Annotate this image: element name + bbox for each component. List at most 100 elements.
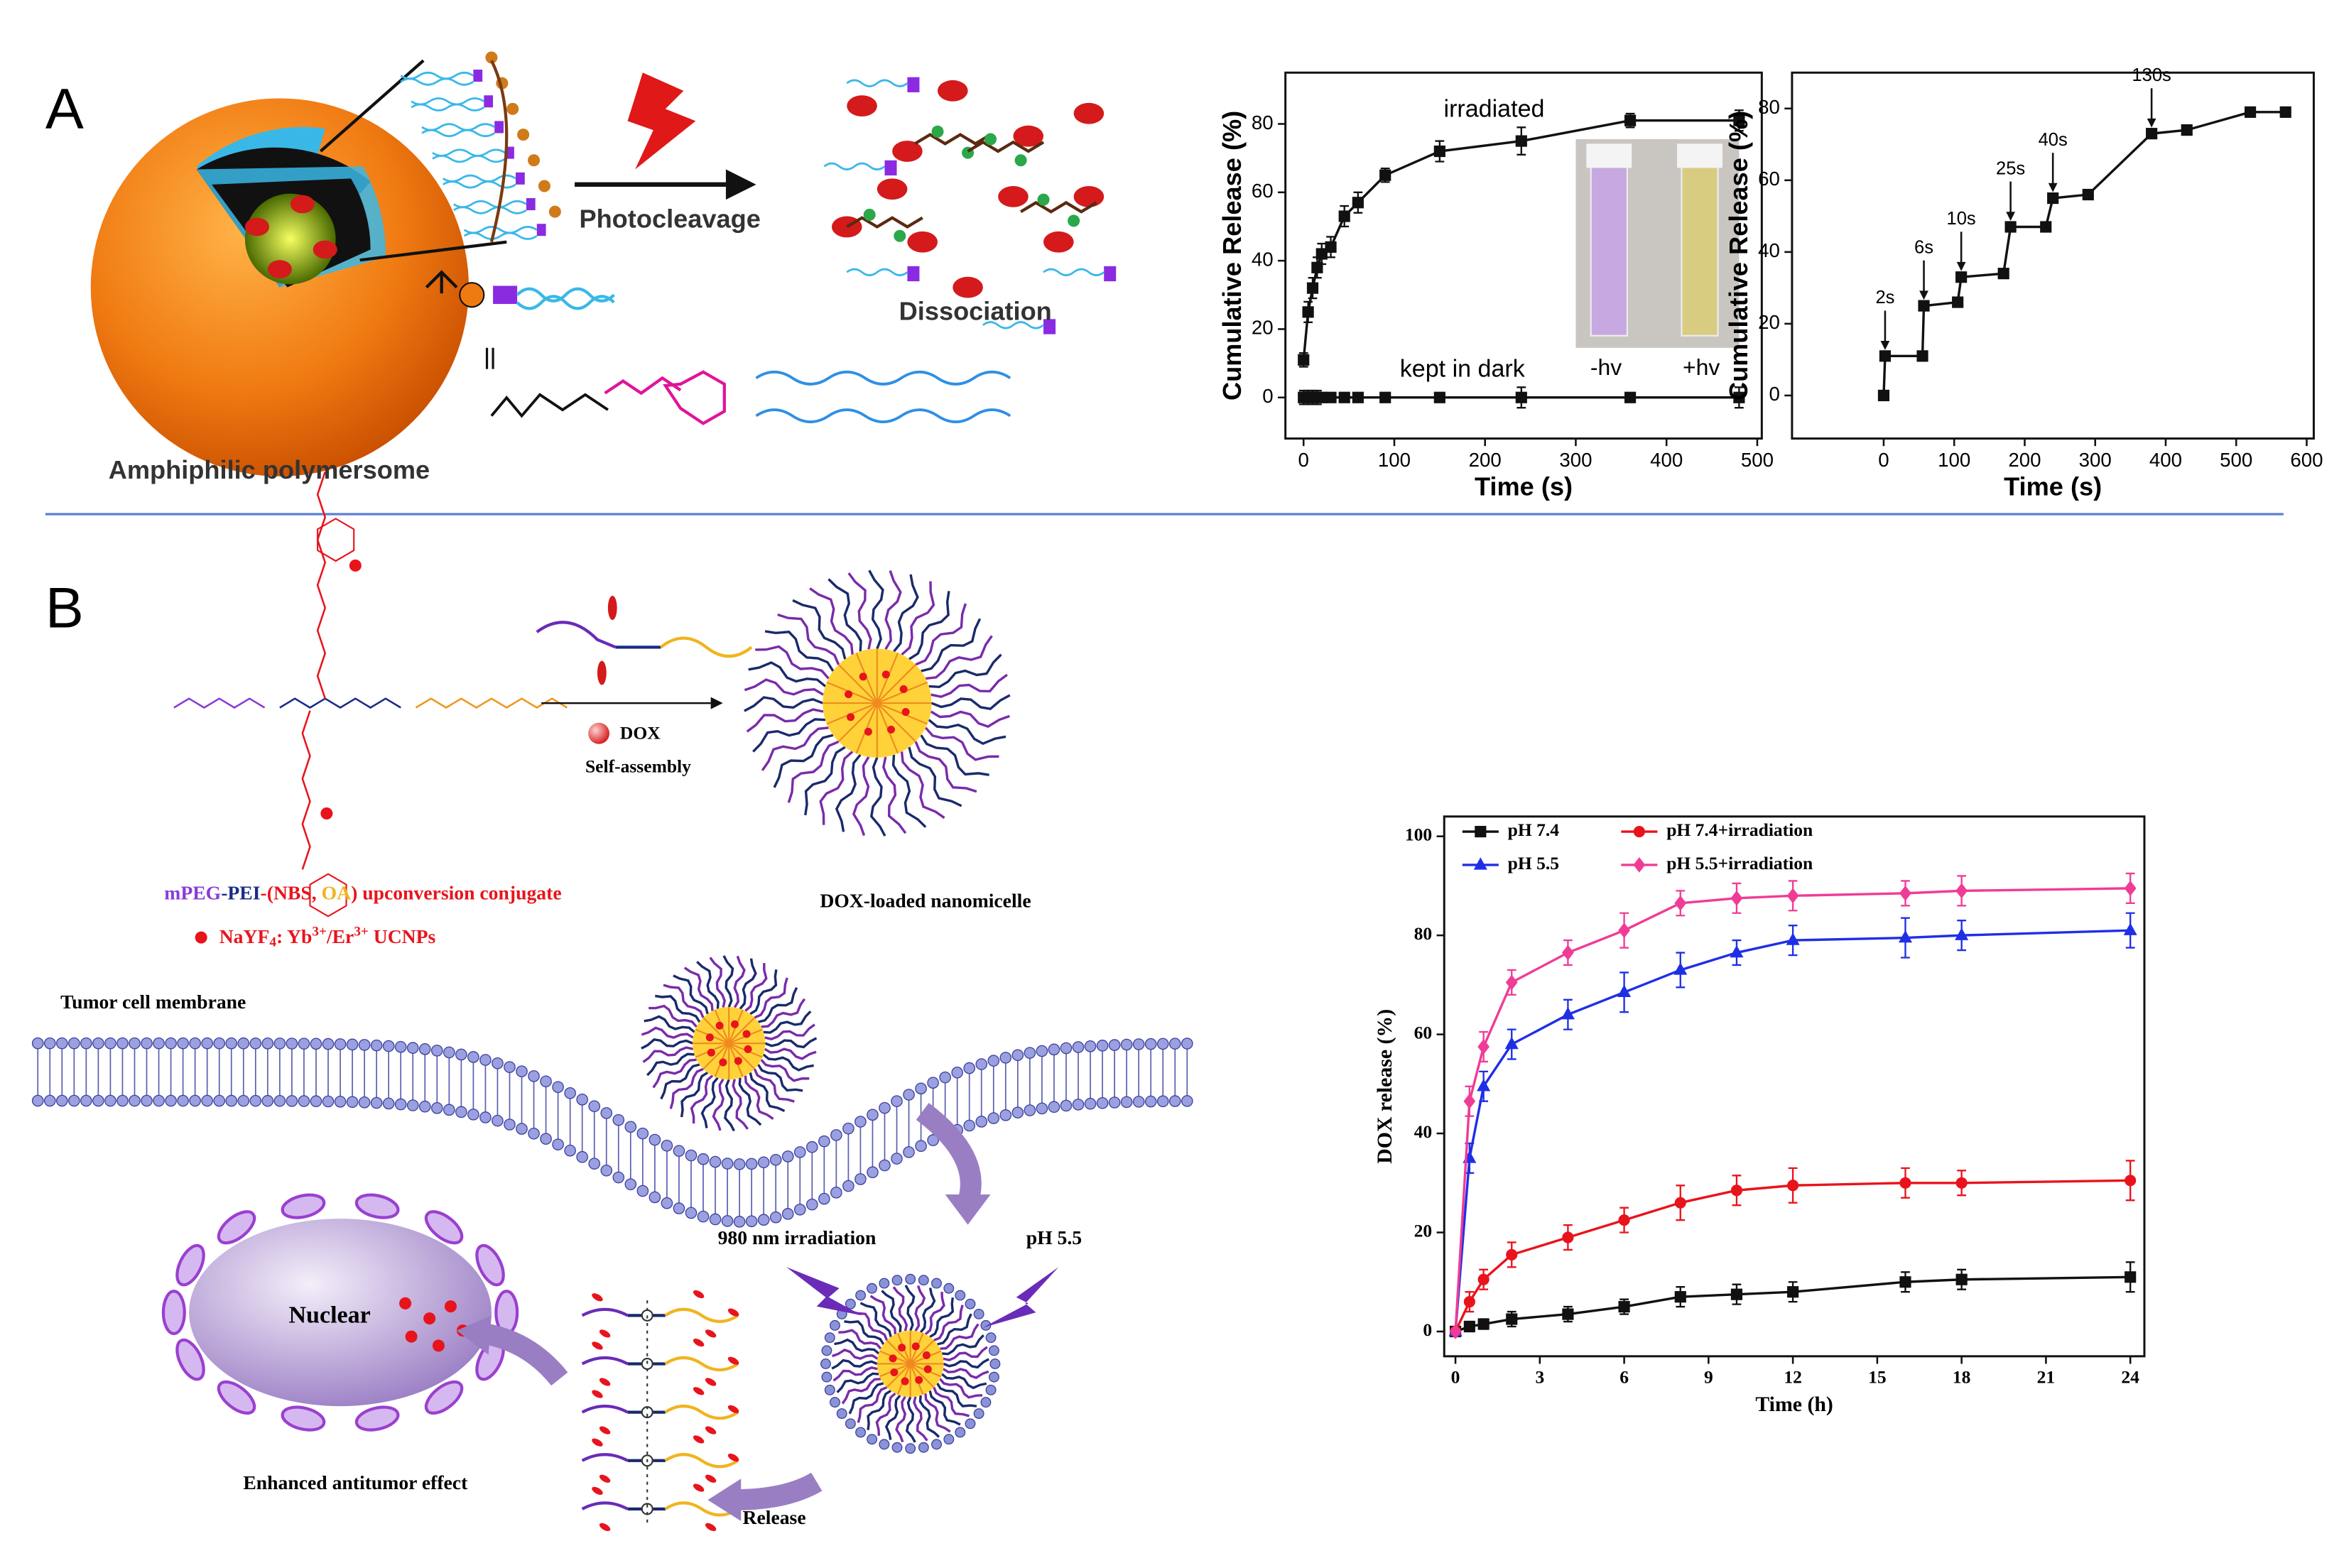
lipid-tail bbox=[452, 206, 527, 214]
micelle-arm bbox=[832, 1366, 878, 1382]
marker bbox=[1562, 944, 1574, 961]
micelle-arm bbox=[869, 757, 886, 837]
marker bbox=[1674, 895, 1687, 911]
marker bbox=[2004, 221, 2017, 233]
lipid-head bbox=[552, 1138, 564, 1150]
lipid-head bbox=[931, 1439, 942, 1450]
lipid-head bbox=[854, 1173, 867, 1185]
marker bbox=[2040, 221, 2052, 233]
micelle-label: DOX-loaded nanomicelle bbox=[820, 889, 1031, 911]
lipid-head bbox=[382, 1040, 395, 1052]
micelle-arm bbox=[764, 1023, 815, 1040]
lipid-head bbox=[548, 205, 561, 218]
lipid-head bbox=[927, 1134, 939, 1146]
release-label: Release bbox=[743, 1506, 806, 1528]
micelle-arm bbox=[644, 1015, 695, 1033]
fragment bbox=[592, 1293, 603, 1302]
annotation-arrowhead bbox=[2147, 118, 2156, 128]
lipid-head bbox=[989, 1359, 1001, 1369]
lipid-head bbox=[879, 1439, 890, 1450]
micelle-arm bbox=[739, 958, 757, 1010]
lipid-head bbox=[985, 1332, 997, 1344]
flow-arrowhead bbox=[707, 1479, 742, 1521]
marker bbox=[1338, 210, 1350, 222]
ucnp bbox=[349, 559, 362, 572]
micelle-arm bbox=[652, 1058, 697, 1089]
nucleus-envelope bbox=[161, 1193, 519, 1432]
structure-backbone bbox=[490, 393, 609, 418]
ucnp bbox=[641, 1309, 653, 1322]
micelle-arm bbox=[928, 653, 1002, 689]
marker bbox=[1733, 114, 1745, 126]
y-tick-label: 100 bbox=[1405, 824, 1432, 845]
lipid-head bbox=[153, 1037, 165, 1050]
envelope-pore bbox=[281, 1193, 326, 1219]
ring bbox=[309, 873, 347, 918]
core-chain bbox=[837, 702, 878, 743]
marker bbox=[1674, 1291, 1686, 1303]
lipid-head bbox=[915, 1140, 927, 1153]
marker bbox=[1477, 1273, 1490, 1285]
lipid-head bbox=[528, 154, 541, 167]
x-tick-label: 100 bbox=[1938, 449, 1970, 471]
micelle-arm bbox=[646, 1052, 695, 1077]
micelle-arm bbox=[744, 1075, 774, 1120]
lipid-head bbox=[492, 1057, 504, 1069]
lipid-head bbox=[540, 1075, 552, 1088]
dox bbox=[744, 1045, 752, 1053]
lipid-head bbox=[845, 1298, 856, 1310]
micelle-arm bbox=[712, 1078, 725, 1131]
lipid-head bbox=[769, 1154, 782, 1166]
fragment-site bbox=[1068, 214, 1080, 227]
marker bbox=[1918, 300, 1930, 312]
micelle-arm bbox=[764, 1047, 817, 1060]
fragment bbox=[727, 1405, 739, 1413]
core bbox=[244, 193, 336, 285]
lipid-head bbox=[346, 1096, 359, 1109]
annotation: 25s bbox=[1996, 158, 2025, 178]
micelle-arm bbox=[660, 1063, 700, 1100]
marker bbox=[1899, 1276, 1911, 1288]
marker bbox=[1477, 1318, 1490, 1330]
lipid-head bbox=[1048, 1101, 1060, 1114]
lipid-head bbox=[879, 1159, 891, 1172]
plot-frame bbox=[1443, 815, 2146, 1358]
dox bbox=[899, 685, 908, 693]
lipid-head bbox=[261, 1094, 274, 1107]
marker bbox=[1730, 890, 1743, 906]
micelle-arm bbox=[939, 1378, 983, 1399]
marker bbox=[1302, 306, 1314, 318]
micelle-arm bbox=[838, 1329, 882, 1350]
lipid-head bbox=[915, 1082, 927, 1095]
fragments bbox=[823, 77, 1117, 334]
marker bbox=[1673, 962, 1688, 975]
chart: 0 3 6 9 12 15 18 21 24 0 20 40 60 80 100 Time (h) DOX re… bbox=[1373, 815, 2146, 1416]
pei bbox=[279, 697, 401, 709]
lipid-head bbox=[939, 1071, 951, 1084]
marker bbox=[1433, 145, 1445, 158]
fragment-link bbox=[907, 266, 920, 282]
dox bbox=[734, 1057, 742, 1065]
lipid-head bbox=[104, 1094, 116, 1107]
marker bbox=[1952, 296, 1964, 308]
dox bbox=[911, 1342, 920, 1351]
zoom-line bbox=[319, 59, 425, 153]
micelle-arm bbox=[884, 1394, 901, 1440]
lipid-head bbox=[467, 1109, 479, 1121]
lipid-head bbox=[443, 1046, 455, 1059]
lipid-tail bbox=[432, 148, 506, 157]
core-chain bbox=[877, 664, 916, 704]
annotation-arrowhead bbox=[2006, 212, 2015, 221]
micelle-arm bbox=[882, 756, 907, 834]
dox bbox=[890, 1368, 899, 1377]
cuvette bbox=[1681, 165, 1719, 337]
lipid-head bbox=[1011, 1106, 1024, 1118]
marker bbox=[1674, 1197, 1686, 1209]
dox bbox=[901, 708, 910, 717]
marker bbox=[1311, 261, 1323, 273]
marker bbox=[1633, 857, 1646, 873]
micelle-arm bbox=[841, 1378, 881, 1405]
lipid-head bbox=[879, 1101, 891, 1114]
lipid-head bbox=[165, 1037, 177, 1050]
lipid-head bbox=[334, 1096, 347, 1108]
